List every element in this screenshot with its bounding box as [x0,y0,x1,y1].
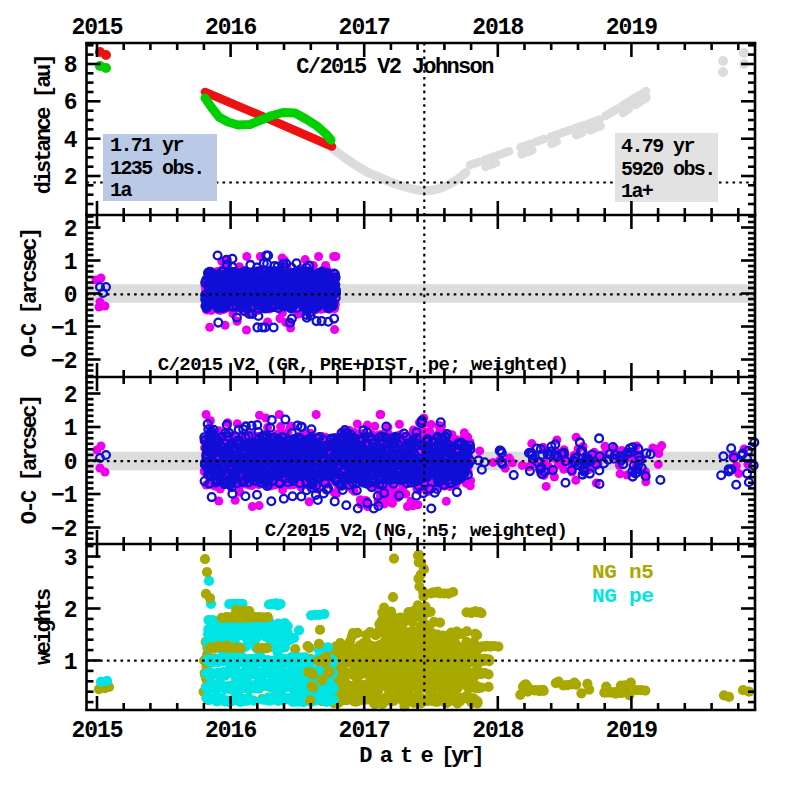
svg-text:2017: 2017 [339,718,390,744]
svg-text:1235 obs.: 1235 obs. [110,157,204,180]
svg-text:4: 4 [64,128,78,154]
svg-text:2018: 2018 [472,15,523,41]
svg-text:2019: 2019 [606,718,657,744]
svg-text:2018: 2018 [472,718,523,744]
svg-text:C/2015 V2 (GR, PRE+DIST, pe; w: C/2015 V2 (GR, PRE+DIST, pe; weighted) [158,354,568,376]
svg-text:NG pe: NG pe [592,585,654,608]
svg-text:8: 8 [64,53,77,79]
svg-text:−2: −2 [51,349,77,375]
svg-text:−1: −1 [51,316,77,342]
svg-text:−2: −2 [51,517,77,543]
svg-text:1: 1 [64,650,77,676]
svg-text:D a t e [yr]: D a t e [yr] [359,744,481,769]
svg-text:weights: weights [32,589,57,665]
svg-text:C/2015 V2 (NG, n5; weighted): C/2015 V2 (NG, n5; weighted) [265,520,567,542]
svg-text:2: 2 [64,165,77,191]
svg-text:2019: 2019 [606,15,657,41]
svg-text:NG n5: NG n5 [592,561,654,584]
svg-text:1.71 yr: 1.71 yr [110,134,183,157]
svg-text:−1: −1 [51,483,77,509]
svg-text:5920 obs.: 5920 obs. [621,158,715,181]
svg-text:2016: 2016 [205,718,256,744]
svg-text:C/2015 V2 Johnson: C/2015 V2 Johnson [296,55,493,80]
svg-text:3: 3 [64,546,77,572]
svg-text:1: 1 [64,416,77,442]
svg-text:1a+: 1a+ [621,180,654,203]
svg-text:2015: 2015 [71,718,122,744]
svg-text:1: 1 [64,250,77,276]
svg-text:4.79 yr: 4.79 yr [621,135,694,158]
svg-text:O-C [arcsec]: O-C [arcsec] [18,396,43,524]
svg-text:0: 0 [64,450,77,476]
svg-text:6: 6 [64,90,77,116]
svg-text:2017: 2017 [339,15,390,41]
svg-text:0: 0 [64,283,77,309]
svg-text:2: 2 [64,383,77,409]
svg-text:2016: 2016 [205,15,256,41]
svg-text:2: 2 [64,598,77,624]
svg-text:1a: 1a [110,179,132,202]
svg-text:distance [au]: distance [au] [32,56,57,194]
svg-text:O-C [arcsec]: O-C [arcsec] [18,229,43,357]
svg-text:2015: 2015 [71,15,122,41]
svg-text:2: 2 [64,217,77,243]
